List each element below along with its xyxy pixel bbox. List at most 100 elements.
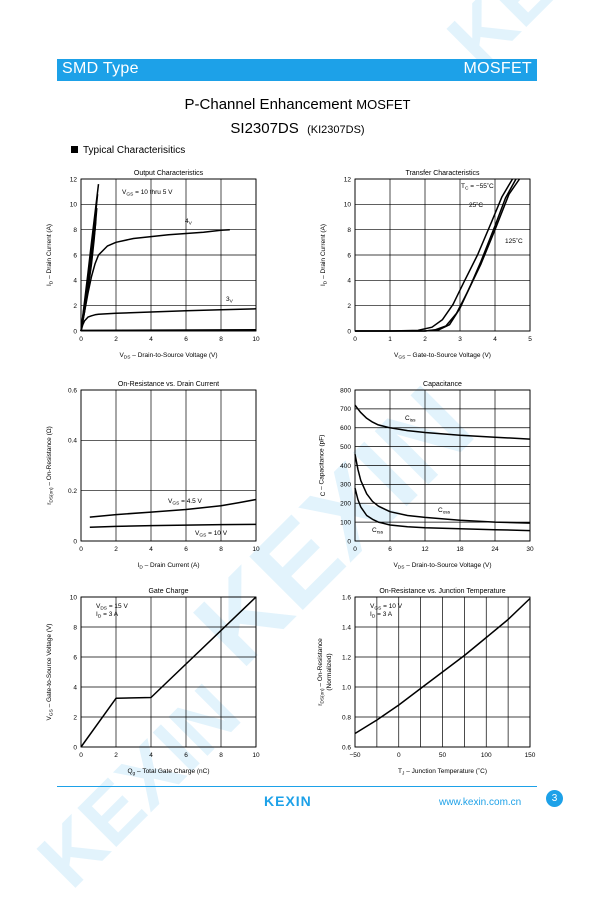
part-number-line: SI2307DS (KI2307DS) [0,120,595,137]
x-tick-label: 4 [149,752,153,759]
series-label: TC = −55˚C [461,182,494,192]
y-tick-label: 0 [347,328,351,335]
series-line [80,228,230,332]
device-type-suffix: MOSFET [356,97,411,112]
y-tick-label: 12 [70,176,78,183]
x-tick-label: 10 [252,752,260,759]
alt-part-number: (KI2307DS) [307,124,365,136]
x-axis-label: VDS – Drain-to-Source Voltage (V) [119,352,217,361]
y-axis-label-text: ID – Drain Current (A) [320,224,329,286]
y-axis-label: VGS – Gate-to-Source Voltage (V) [46,624,55,721]
series-label: Ciss [405,415,416,424]
y-tick-label: 100 [340,519,351,526]
series-line [80,596,257,748]
series-line [355,178,514,332]
x-tick-label: 0 [353,546,357,553]
y-tick-label: 8 [73,227,77,234]
chart-annotation: VGS = 10 V [370,603,403,612]
y-tick-label: 6 [73,654,77,661]
plot-frame [80,596,257,748]
y-tick-label: 2 [347,303,351,310]
x-tick-label: 6 [184,336,188,343]
header-banner: SMD Type MOSFET [57,59,537,81]
x-axis-label: TJ – Junction Temperature (˚C) [398,767,487,777]
y-tick-label: 0 [73,328,77,335]
series-label: 3V [226,296,234,305]
y-tick-label: 10 [344,202,352,209]
y-tick-label: 600 [340,425,351,432]
chart-1: Output Characteristics 0 2 4 6 8 10 0 2 4 6 8 10 12 VD… [46,170,260,361]
x-tick-label: 0 [79,752,83,759]
series-label: VGS = 10 V [195,530,228,539]
y-axis-label-text: ID – Drain Current (A) [46,224,55,286]
y-tick-label: 4 [73,684,77,691]
y-axis-label: C – Capacitance (pF) [319,435,328,497]
x-tick-label: 1 [388,336,392,343]
chart-title: Gate Charge [148,588,188,595]
chart-6: On-Resistance vs. Junction Temperature −5… [317,588,536,777]
section-heading: Typical Characterisitics [71,145,185,156]
y-tick-label: 0 [73,744,77,751]
y-tick-label: 8 [347,227,351,234]
y-axis-label: ID – Drain Current (A) [46,224,55,286]
y-axis-label: rDS(on) – On-Resistance (Normalized) [317,638,333,706]
series-line [80,308,257,332]
y-tick-label: 1.4 [342,624,351,631]
series-line [354,597,531,735]
chart-annotation: ID = 3 A [96,611,119,620]
footer-rule [57,786,537,787]
series-label: 25˚C [469,201,483,209]
x-tick-label: 6 [388,546,392,553]
y-axis-label-text: C – Capacitance (pF) [319,435,328,497]
y-tick-label: 6 [347,252,351,259]
chart-title: On-Resistance vs. Drain Current [118,381,219,388]
y-tick-label: 1.0 [342,684,351,691]
website-link[interactable]: www.kexin.com.cn [439,797,522,808]
y-tick-label: 800 [340,387,351,394]
x-tick-label: 50 [439,752,447,759]
chart-title: Transfer Characteristics [405,170,480,177]
series-line [80,328,257,332]
x-tick-label: 6 [184,546,188,553]
series-line [354,454,531,524]
x-tick-label: 2 [114,546,118,553]
y-tick-label: 2 [73,714,77,721]
y-tick-label: 0 [73,538,77,545]
y-tick-label: 400 [340,463,351,470]
series-label: Crss [372,527,384,536]
y-axis-label-text: rDS(on) – On-Resistance (Ω) [46,426,55,505]
x-axis-label: ID – Drain Current (A) [138,562,200,571]
x-tick-label: 2 [114,752,118,759]
bullet-square-icon [71,146,78,153]
y-tick-label: 4 [347,278,351,285]
y-tick-label: 0.8 [342,714,351,721]
x-tick-label: 5 [528,336,532,343]
mosfet-label: MOSFET [463,60,532,77]
y-tick-label: 10 [70,202,78,209]
y-axis-label-line2: (Normalized) [326,653,333,690]
series-line [354,404,531,440]
y-axis-label-text: VGS – Gate-to-Source Voltage (V) [46,624,55,721]
x-tick-label: 0 [79,336,83,343]
y-tick-label: 0 [347,538,351,545]
x-tick-label: 0 [79,546,83,553]
y-tick-label: 1.6 [342,594,351,601]
x-tick-label: 4 [149,546,153,553]
y-tick-label: 700 [340,406,351,413]
plot-frame [354,178,531,332]
x-tick-label: 30 [526,546,534,553]
y-tick-label: 500 [340,444,351,451]
chart-title: On-Resistance vs. Junction Temperature [379,588,505,595]
plot-frame [80,389,257,542]
device-type: P-Channel Enhancement [184,96,353,113]
page-number-badge: 3 [546,790,563,807]
y-axis-label: ID – Drain Current (A) [320,224,329,286]
y-tick-label: 0.4 [68,438,77,445]
y-tick-label: 0.6 [342,744,351,751]
chart-title: Output Characteristics [134,170,204,177]
y-tick-label: 2 [73,303,77,310]
y-tick-label: 0.6 [68,387,77,394]
x-tick-label: 2 [423,336,427,343]
x-tick-label: 6 [184,752,188,759]
part-number: SI2307DS [230,120,299,137]
